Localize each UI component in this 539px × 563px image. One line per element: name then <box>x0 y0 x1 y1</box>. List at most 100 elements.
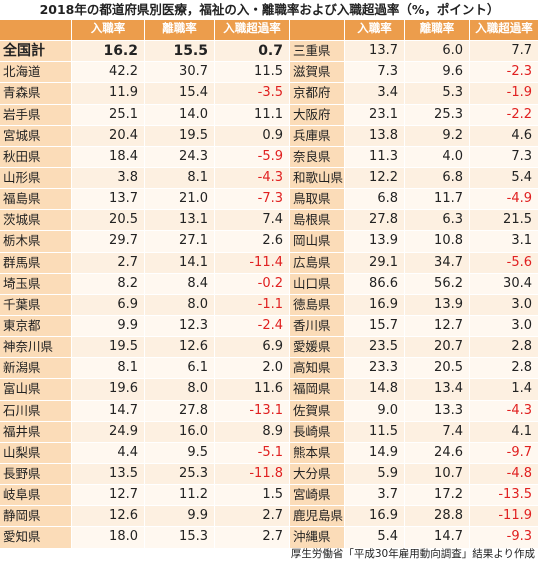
value-cell: 20.4 <box>72 125 145 147</box>
value-cell: 1.4 <box>470 379 539 401</box>
value-cell: -3.5 <box>215 83 290 105</box>
prefecture-cell: 沖縄県 <box>290 527 345 549</box>
prefecture-cell: 静岡県 <box>0 506 72 528</box>
value-cell: 11.9 <box>72 83 145 105</box>
value-cell: 3.7 <box>345 485 405 507</box>
value-cell: 3.4 <box>345 83 405 105</box>
value-cell: 6.9 <box>215 337 290 359</box>
value-cell: 14.8 <box>345 379 405 401</box>
prefecture-cell: 北海道 <box>0 62 72 84</box>
value-cell: 7.3 <box>470 146 539 168</box>
value-cell: 8.1 <box>72 358 145 380</box>
value-cell: -5.6 <box>470 252 539 274</box>
value-cell: 12.3 <box>145 315 215 338</box>
value-cell: 11.6 <box>215 379 290 401</box>
value-cell: 21.0 <box>145 189 215 211</box>
value-cell: 5.9 <box>345 463 405 486</box>
title: 2018年の都道府県別医療，福祉の入・離職率および入職超過率（%，ポイント） <box>39 2 500 17</box>
value-cell: 4.1 <box>470 421 539 443</box>
value-cell: 5.3 <box>405 83 470 105</box>
prefecture-cell: 大阪府 <box>290 104 345 126</box>
value-cell: -9.7 <box>470 442 539 464</box>
prefecture-cell: 神奈川県 <box>0 337 72 359</box>
prefecture-cell: 愛知県 <box>0 527 72 549</box>
value-cell: 27.8 <box>345 210 405 232</box>
prefecture-cell: 熊本県 <box>290 442 345 464</box>
prefecture-cell: 三重県 <box>290 41 345 63</box>
value-cell: 11.7 <box>405 189 470 211</box>
value-cell: 8.0 <box>145 379 215 401</box>
value-cell: 14.1 <box>145 252 215 274</box>
value-cell: -2.2 <box>470 104 539 126</box>
value-cell: 6.1 <box>145 358 215 380</box>
value-cell: 2.8 <box>470 337 539 359</box>
value-cell: 1.5 <box>215 485 290 507</box>
value-cell: 2.7 <box>72 252 145 274</box>
value-cell: 19.6 <box>72 379 145 401</box>
prefecture-cell: 富山県 <box>0 379 72 401</box>
value-cell: -13.5 <box>470 485 539 507</box>
prefecture-cell: 長崎県 <box>290 421 345 443</box>
value-cell: -1.1 <box>215 294 290 316</box>
value-cell: 6.0 <box>405 41 470 63</box>
value-cell: 8.9 <box>215 421 290 443</box>
value-cell: 86.6 <box>345 273 405 295</box>
value-cell: 14.0 <box>145 104 215 126</box>
value-cell: 2.7 <box>215 506 290 528</box>
value-cell: 11.5 <box>215 62 290 84</box>
value-cell: 16.9 <box>345 506 405 528</box>
value-cell: 20.5 <box>72 210 145 232</box>
value-cell: 13.4 <box>405 379 470 401</box>
value-cell: -4.3 <box>470 400 539 422</box>
prefecture-cell: 鳥取県 <box>290 189 345 211</box>
value-cell: -5.9 <box>215 146 290 168</box>
value-cell: -4.8 <box>470 463 539 486</box>
value-cell: 14.7 <box>405 527 470 549</box>
prefecture-cell: 秋田県 <box>0 146 72 168</box>
value-cell: -2.4 <box>215 315 290 338</box>
value-cell: 30.7 <box>145 62 215 84</box>
value-cell: 11.1 <box>215 104 290 126</box>
prefecture-cell: 福島県 <box>0 189 72 211</box>
value-cell: 5.4 <box>470 167 539 190</box>
value-cell: -4.3 <box>215 167 290 190</box>
value-cell: 7.7 <box>470 41 539 63</box>
value-cell: 13.1 <box>145 210 215 232</box>
header-cell: 入職率 <box>345 20 405 42</box>
prefecture-cell: 徳島県 <box>290 294 345 316</box>
prefecture-cell: 全国計 <box>0 41 72 63</box>
prefecture-cell: 山口県 <box>290 273 345 295</box>
value-cell: 25.3 <box>145 463 215 486</box>
prefecture-cell: 千葉県 <box>0 294 72 316</box>
prefecture-cell: 島根県 <box>290 210 345 232</box>
value-cell: 9.5 <box>145 442 215 464</box>
value-cell: 6.3 <box>405 210 470 232</box>
value-cell: 8.1 <box>145 167 215 190</box>
value-cell: 24.3 <box>145 146 215 168</box>
header-cell: 離職率 <box>145 20 215 42</box>
prefecture-cell: 福井県 <box>0 421 72 443</box>
prefecture-cell: 奈良県 <box>290 146 345 168</box>
value-cell: 13.3 <box>405 400 470 422</box>
header-cell: 入職超過率 <box>215 20 290 42</box>
prefecture-cell: 茨城県 <box>0 210 72 232</box>
value-cell: 4.4 <box>72 442 145 464</box>
value-cell: 3.8 <box>72 167 145 190</box>
value-cell: 6.9 <box>72 294 145 316</box>
value-cell: 9.6 <box>405 62 470 84</box>
value-cell: 24.6 <box>405 442 470 464</box>
value-cell: 4.6 <box>470 125 539 147</box>
value-cell: -13.1 <box>215 400 290 422</box>
value-cell: 7.4 <box>405 421 470 443</box>
value-cell: 8.0 <box>145 294 215 316</box>
value-cell: -1.9 <box>470 83 539 105</box>
value-cell: 9.2 <box>405 125 470 147</box>
prefecture-cell: 宮城県 <box>0 125 72 147</box>
prefecture-cell: 高知県 <box>290 358 345 380</box>
value-cell: 12.7 <box>72 485 145 507</box>
value-cell: 2.7 <box>215 527 290 549</box>
value-cell: 16.0 <box>145 421 215 443</box>
value-cell: 56.2 <box>405 273 470 295</box>
prefecture-cell: 山梨県 <box>0 442 72 464</box>
prefecture-cell: 滋賀県 <box>290 62 345 84</box>
